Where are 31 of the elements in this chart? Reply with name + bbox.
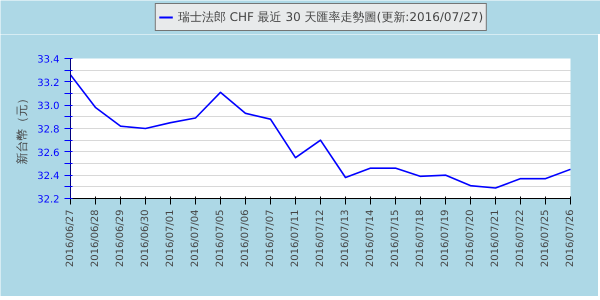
y-tick-label: 32.8 xyxy=(37,124,60,136)
y-tick-label: 32.2 xyxy=(37,194,60,206)
x-tick-label: 2016/07/20 xyxy=(465,209,476,268)
x-tick-label: 2016/07/06 xyxy=(240,209,251,268)
line-series xyxy=(70,74,570,189)
x-tick-label: 2016/07/21 xyxy=(490,209,501,268)
x-tick-label: 2016/06/30 xyxy=(140,209,151,268)
x-tick-label: 2016/06/27 xyxy=(65,209,76,268)
x-tick-label: 2016/07/12 xyxy=(315,209,326,268)
text: 33.0 xyxy=(37,101,60,112)
x-tick-label: 2016/07/22 xyxy=(515,209,526,268)
x-tick-label: 2016/07/15 xyxy=(390,209,401,268)
x-tick-label: 2016/07/01 xyxy=(165,209,176,268)
y-tick-label: 33.4 xyxy=(37,54,60,66)
x-tick-label: 2016/07/05 xyxy=(215,209,226,268)
x-tick-label: 2016/06/28 xyxy=(90,209,101,268)
x-tick-label: 2016/07/07 xyxy=(265,209,276,268)
x-tick-label: 2016/07/25 xyxy=(540,209,551,268)
x-tick-label: 2016/07/13 xyxy=(340,209,351,268)
y-axis-title: 新台幣（元） xyxy=(15,92,30,164)
x-tick-label: 2016/06/29 xyxy=(115,209,126,268)
x-tick-label: 2016/07/04 xyxy=(190,209,201,268)
x-tick-label: 2016/07/11 xyxy=(290,209,301,268)
x-tick-label: 2016/07/26 xyxy=(565,209,576,268)
y-tick-label: 32.6 xyxy=(37,148,60,159)
x-tick-label: 2016/07/14 xyxy=(365,209,376,268)
legend-label: 瑞士法郎 CHF 最近 30 天匯率走勢圖(更新:2016/07/27) xyxy=(178,8,484,26)
x-tick-label: 2016/07/19 xyxy=(440,209,451,268)
y-tick-label: 32.4 xyxy=(37,171,60,182)
x-tick-label: 2016/07/18 xyxy=(415,209,426,268)
y-tick-label: 33.2 xyxy=(37,78,60,89)
